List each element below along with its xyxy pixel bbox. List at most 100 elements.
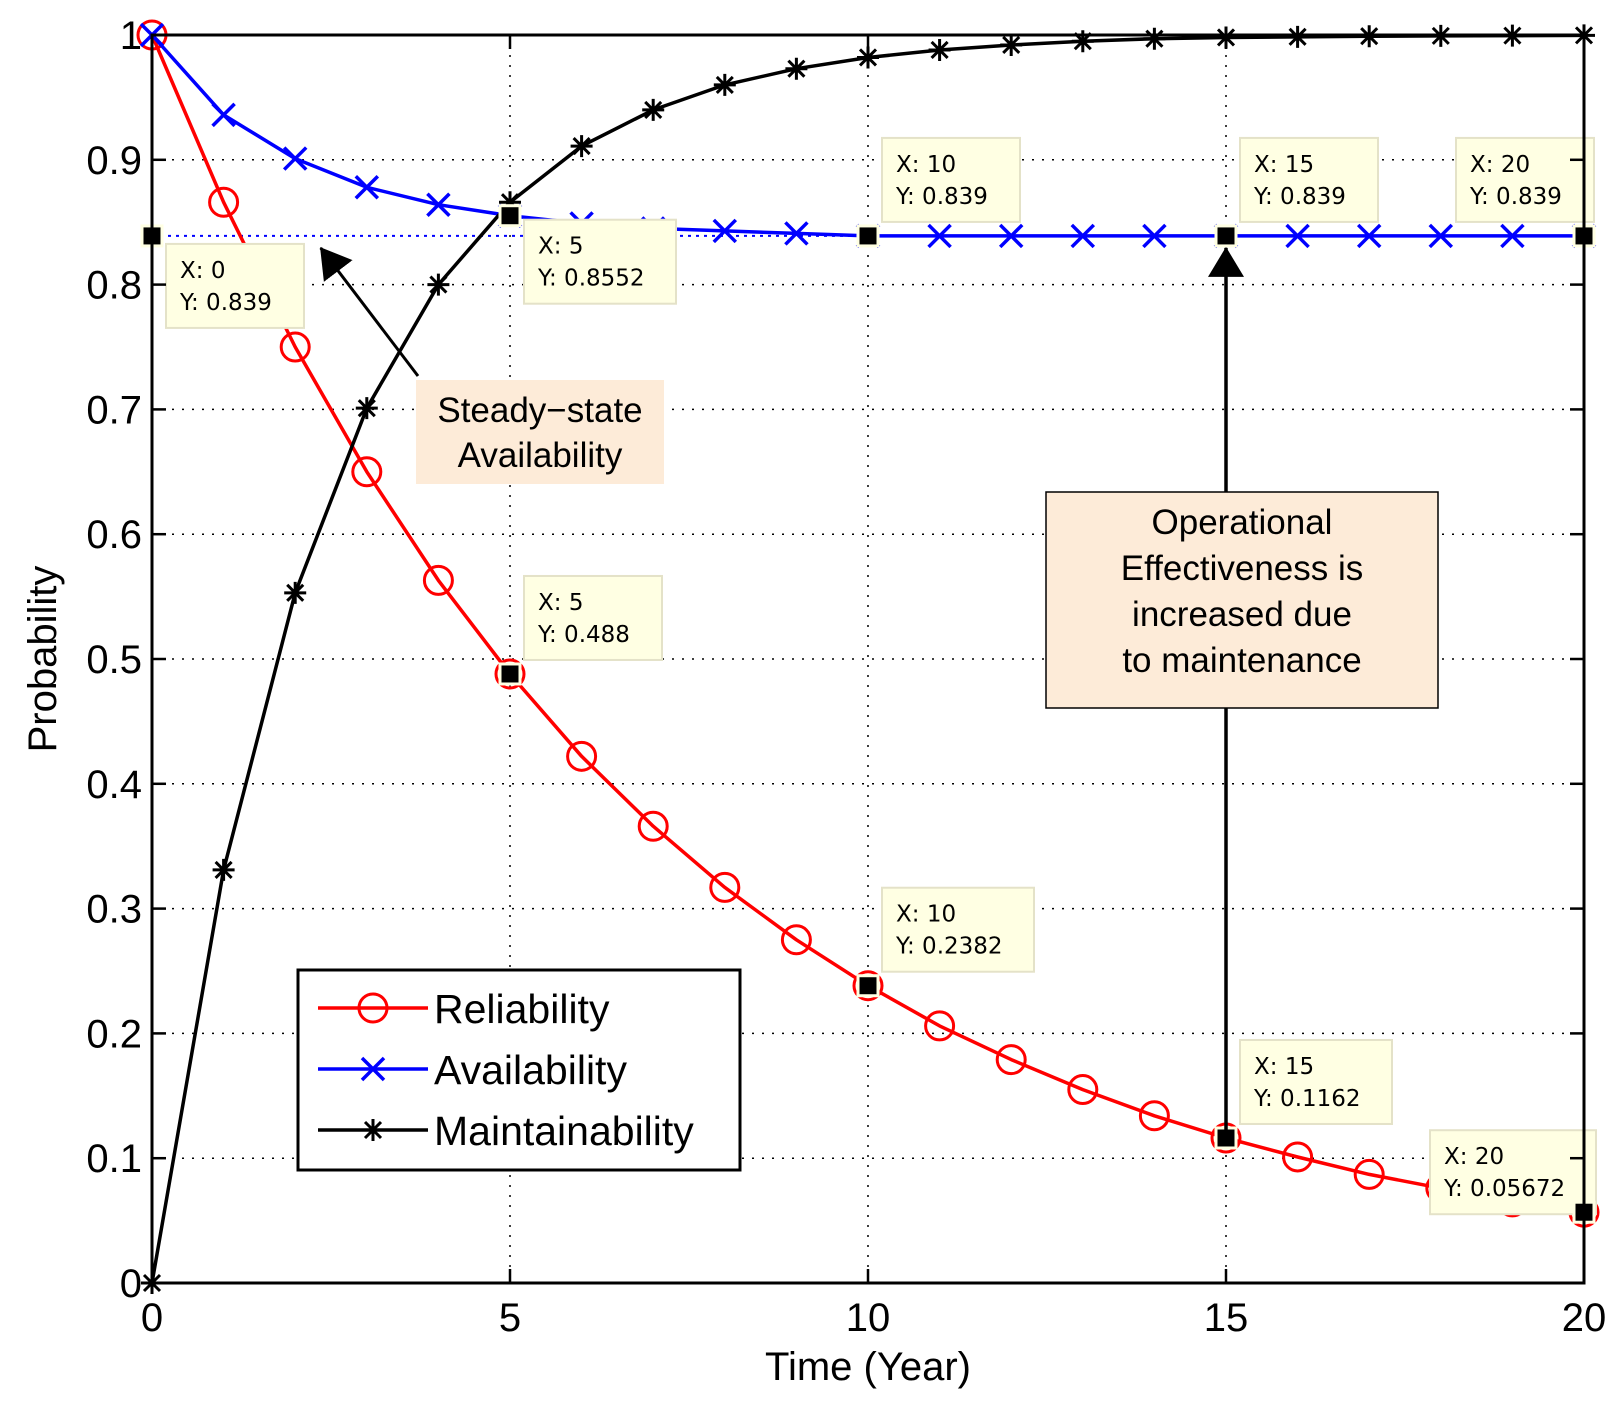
datatip: X: 5 Y: 0.488 [498,574,663,686]
data-point-availability [1142,223,1167,249]
y-tick-label: 0.3 [86,888,142,932]
data-point-maintainability [1143,27,1166,50]
annotation-line: increased due [1132,595,1352,634]
data-point-availability [211,102,236,128]
data-point-maintainability [212,858,235,881]
annotation-operational-effectiveness: Operational Effectiveness is increased due… [1045,246,1439,1140]
datatip-x-label: X: 15 [1254,152,1314,178]
datatip-box [165,242,305,329]
data-point-availability [354,175,380,200]
y-axis-label: Probability [21,566,65,753]
datatip: X: 20 Y: 0.05672 [1429,1129,1597,1224]
data-point-availability [1428,223,1454,249]
data-point-reliability [1138,1100,1170,1132]
data-point-availability [282,146,308,171]
axes-layer: 0 5 10 15 20 0 0.1 0.2 0.3 0.4 0.5 0.6 0.7 0.8 0.9 1 Tim… [21,14,1606,1389]
y-tick-label: 0.9 [86,139,142,183]
datatip-x-label: X: 10 [896,902,956,928]
annotation-arrow [319,247,420,377]
x-tick-label: 5 [499,1296,521,1340]
data-point-reliability [494,658,526,690]
y-tick-label: 0.4 [86,763,142,807]
x-axis-label: Time (Year) [765,1345,971,1389]
annotation-line: Steady−state [437,391,642,430]
datatip-marker [498,204,522,228]
datatip-box [523,218,677,305]
annotation-line: Operational [1152,503,1333,542]
data-point-availability [712,218,738,244]
annotation-box [1045,491,1439,709]
datatip-marker [856,974,880,998]
data-point-reliability [709,871,741,903]
data-point-maintainability [713,73,736,96]
data-point-reliability [1353,1158,1385,1190]
data-point-maintainability [499,191,521,214]
data-point-maintainability [785,57,808,80]
datatip-y-label: Y: 0.839 [1253,184,1346,210]
datatip: X: 10 Y: 0.2382 [856,886,1035,998]
datatip-box [1239,136,1379,223]
data-point-availability [1285,223,1310,249]
x-tick-label: 0 [141,1296,163,1340]
y-tick-label: 0.7 [86,388,142,432]
data-point-reliability [1282,1141,1314,1173]
datatip-y-label: Y: 0.2382 [895,934,1003,960]
data-point-availability [998,223,1024,249]
data-point-maintainability [355,397,378,420]
datatip-y-label: Y: 0.1162 [1253,1086,1361,1112]
datatip: X: 15 Y: 0.1162 [1214,1038,1393,1150]
legend: Reliability Availability Maintainability [296,968,742,1172]
y-tick-label: 0.8 [86,264,142,308]
data-point-reliability [780,924,812,956]
datatip-box [1239,1038,1393,1125]
data-point-maintainability [284,581,307,604]
datatip-y-label: Y: 0.488 [537,622,630,648]
data-point-reliability [637,810,669,842]
datatip-y-label: Y: 0.839 [179,290,272,316]
annotation-line: Effectiveness is [1121,549,1364,588]
datatip-marker [856,224,880,248]
x-tick-label: 15 [1204,1296,1249,1340]
legend-item: Availability [318,1047,627,1093]
datatip: X: 15 Y: 0.839 [1214,136,1379,248]
datatip-x-label: X: 5 [538,590,583,616]
legend-label: Availability [434,1047,627,1093]
data-point-reliability [208,186,240,218]
datatip-box [881,886,1035,973]
data-point-reliability [279,331,311,363]
datatip: X: 5 Y: 0.8552 [498,204,677,305]
annotation-layer: Steady−state Availability Operational Effec… [319,246,1439,1140]
datatip: X: 10 Y: 0.839 [856,136,1021,248]
legend-label: Reliability [434,986,610,1032]
data-point-reliability [924,1010,956,1042]
data-point-availability [1070,223,1096,249]
data-point-availability [927,223,952,249]
legend-item: Reliability [318,986,610,1032]
x-tick-label: 10 [846,1296,891,1340]
data-point-availability [784,221,809,246]
data-point-maintainability [1071,30,1094,53]
datatip-x-label: X: 20 [1444,1144,1504,1170]
datatip: X: 20 Y: 0.839 [1455,136,1596,248]
data-point-availability [426,192,451,217]
annotation-line: to maintenance [1122,641,1361,680]
datatip-y-label: Y: 0.05672 [1443,1176,1565,1202]
datatip-x-label: X: 15 [1254,1054,1314,1080]
data-point-maintainability [642,98,665,121]
datatip-box [523,574,663,661]
y-tick-label: 0.5 [86,638,142,682]
datatip-x-label: X: 0 [180,258,225,284]
y-tick-label: 0 [120,1262,142,1306]
y-tick-label: 0.2 [86,1012,142,1056]
datatip-box [1429,1129,1597,1216]
datatip-box [1455,136,1595,223]
data-point-reliability [422,564,454,596]
legend-label: Maintainability [434,1108,694,1154]
y-tick-label: 1 [120,14,142,58]
legend-marker [362,1119,384,1141]
datatip-box [881,136,1021,223]
datatip-x-label: X: 10 [896,152,956,178]
